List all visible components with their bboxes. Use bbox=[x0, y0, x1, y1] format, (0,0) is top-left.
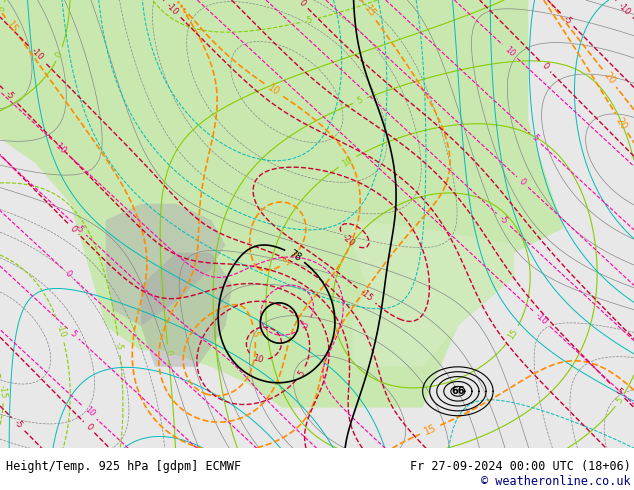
Text: 0: 0 bbox=[54, 50, 65, 58]
Text: 5: 5 bbox=[68, 329, 78, 339]
Text: 66: 66 bbox=[451, 386, 465, 396]
Text: 15: 15 bbox=[362, 3, 377, 19]
Text: -10: -10 bbox=[55, 323, 67, 339]
Text: -5: -5 bbox=[12, 418, 24, 430]
Polygon shape bbox=[141, 253, 233, 367]
Text: 0: 0 bbox=[297, 0, 307, 8]
Text: -15: -15 bbox=[0, 384, 8, 398]
Polygon shape bbox=[0, 0, 564, 408]
Text: -5: -5 bbox=[114, 342, 124, 351]
Text: 10: 10 bbox=[503, 45, 517, 58]
Text: -5: -5 bbox=[304, 15, 314, 26]
Text: -5: -5 bbox=[497, 214, 510, 226]
Text: -5: -5 bbox=[612, 385, 624, 397]
Text: 0: 0 bbox=[63, 269, 74, 279]
Text: 0: 0 bbox=[68, 224, 79, 234]
Text: -10: -10 bbox=[616, 1, 633, 17]
Text: -10: -10 bbox=[53, 140, 68, 155]
Text: -10: -10 bbox=[29, 46, 44, 62]
Text: 10: 10 bbox=[340, 155, 354, 168]
Text: Height/Temp. 925 hPa [gdpm] ECMWF: Height/Temp. 925 hPa [gdpm] ECMWF bbox=[6, 460, 242, 473]
Text: 5: 5 bbox=[530, 133, 540, 144]
Text: 0: 0 bbox=[164, 349, 173, 355]
Text: -5: -5 bbox=[74, 222, 86, 235]
Polygon shape bbox=[106, 204, 226, 326]
Text: 5: 5 bbox=[0, 5, 7, 13]
Text: 20: 20 bbox=[614, 116, 629, 131]
Text: 5: 5 bbox=[296, 368, 307, 378]
Text: © weatheronline.co.uk: © weatheronline.co.uk bbox=[481, 475, 631, 488]
Text: -10: -10 bbox=[164, 1, 181, 17]
Text: 15: 15 bbox=[507, 328, 520, 342]
Text: -10: -10 bbox=[534, 311, 550, 327]
Text: 20: 20 bbox=[602, 70, 617, 86]
Text: 0: 0 bbox=[84, 422, 94, 432]
Text: 0: 0 bbox=[540, 61, 550, 71]
Text: 5: 5 bbox=[249, 330, 260, 338]
Text: -5: -5 bbox=[561, 14, 573, 26]
Text: -5: -5 bbox=[3, 89, 16, 101]
Text: Fr 27-09-2024 00:00 UTC (18+06): Fr 27-09-2024 00:00 UTC (18+06) bbox=[410, 460, 631, 473]
Text: 0: 0 bbox=[517, 177, 527, 187]
Text: 15: 15 bbox=[4, 19, 20, 35]
Text: 10: 10 bbox=[82, 405, 96, 419]
Text: 15: 15 bbox=[422, 423, 437, 437]
Text: 5: 5 bbox=[614, 395, 625, 405]
Text: -15: -15 bbox=[358, 288, 375, 303]
Text: 10: 10 bbox=[266, 82, 282, 98]
Text: -5: -5 bbox=[299, 319, 312, 331]
Text: 10: 10 bbox=[252, 353, 264, 365]
Text: 5: 5 bbox=[281, 256, 292, 268]
Text: 78: 78 bbox=[287, 248, 303, 263]
Text: 5: 5 bbox=[356, 96, 364, 106]
Text: -20: -20 bbox=[340, 233, 356, 248]
Polygon shape bbox=[353, 220, 514, 367]
